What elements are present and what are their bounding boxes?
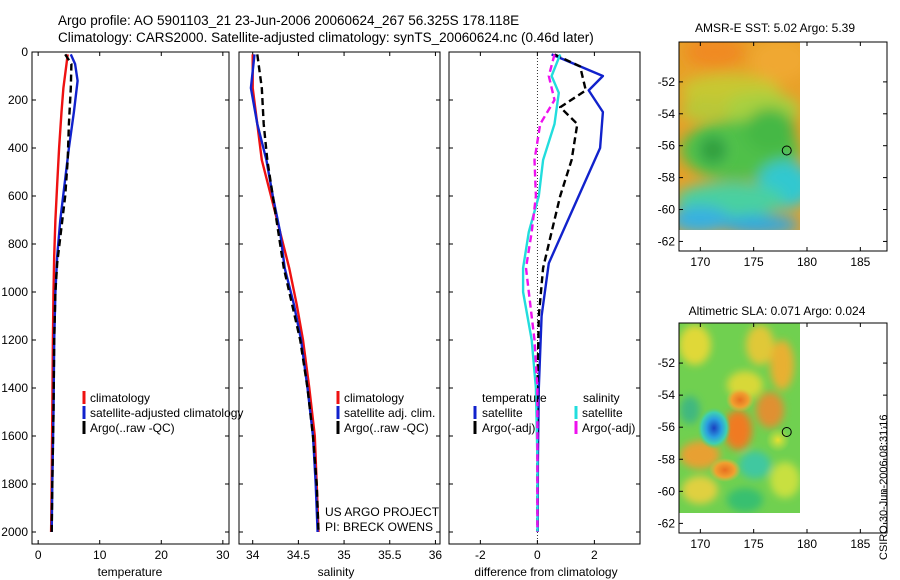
map-y-tick-label: -56 bbox=[658, 139, 676, 153]
temperature-axes-frame bbox=[31, 51, 230, 545]
project-annotation: US ARGO PROJECT bbox=[325, 505, 440, 519]
sla-field bbox=[679, 323, 800, 513]
y-tick-label: 2000 bbox=[1, 525, 28, 539]
figure-title-line1: Argo profile: AO 5901103_21 23-Jun-2006 … bbox=[58, 13, 520, 28]
y-tick-label: 0 bbox=[21, 45, 28, 59]
y-tick-label: 1600 bbox=[1, 429, 28, 443]
legend-label-temp-satellite: satellite bbox=[482, 406, 523, 420]
y-tick-label: 1000 bbox=[1, 285, 28, 299]
x-tick-label: 35 bbox=[337, 548, 351, 562]
legend-label-temp-argo: Argo(-adj) bbox=[482, 421, 535, 435]
figure-title-line2: Climatology: CARS2000. Satellite-adjuste… bbox=[58, 30, 594, 45]
legend-label-argo: Argo(..raw -QC) bbox=[344, 421, 429, 435]
legend-label-climatology: climatology bbox=[90, 391, 150, 405]
legend-header-salinity: salinity bbox=[583, 391, 620, 405]
map-x-tick-label: 180 bbox=[797, 255, 817, 269]
series-line-satellite bbox=[536, 53, 605, 533]
salinity-axes-frame bbox=[238, 51, 441, 545]
difference-series bbox=[521, 53, 605, 533]
legend-label-sat-adj: satellite-adjusted climatology bbox=[90, 406, 243, 420]
map-x-tick-label: 175 bbox=[744, 255, 764, 269]
difference-xlabel: difference from climatology bbox=[474, 565, 617, 579]
series-line-argo-raw-qc- bbox=[256, 54, 320, 533]
sst-field bbox=[679, 42, 800, 230]
map-x-tick-label: 170 bbox=[690, 255, 710, 269]
x-tick-label: 2 bbox=[591, 548, 598, 562]
map-x-tick-label: 185 bbox=[850, 255, 870, 269]
difference-panel: -2 0 2 difference from climatology tempera… bbox=[448, 51, 641, 579]
sla-ticks: 170 175 180 185 -52 -54 -56 -58 -60 -62 bbox=[658, 323, 887, 551]
sla-axes-frame bbox=[678, 322, 888, 534]
x-tick-label: 10 bbox=[93, 548, 107, 562]
legend-label-argo: Argo(..raw -QC) bbox=[90, 421, 175, 435]
x-tick-label: -2 bbox=[475, 548, 486, 562]
map-y-tick-label: -62 bbox=[658, 516, 676, 530]
x-tick-label: 34 bbox=[246, 548, 260, 562]
map-y-tick-label: -54 bbox=[658, 107, 676, 121]
temperature-ticks: 0 10 20 30 0 200 400 600 800 1000 1200 1400 1600 1800… bbox=[1, 45, 230, 562]
series-line-satellite-adjusted-climatology bbox=[50, 53, 79, 533]
sla-map-title: Altimetric SLA: 0.071 Argo: 0.024 bbox=[689, 304, 866, 318]
legend-header-temperature: temperature bbox=[482, 391, 547, 405]
legend-label-sal-argo: Argo(-adj) bbox=[582, 421, 635, 435]
series-line-argo-raw-qc- bbox=[50, 53, 73, 533]
difference-axes-frame bbox=[448, 51, 641, 545]
x-tick-label: 20 bbox=[155, 548, 169, 562]
difference-legend: temperature salinity satellite Argo(-adj… bbox=[473, 391, 635, 435]
x-tick-label: 36 bbox=[429, 548, 443, 562]
map-y-tick-label: -52 bbox=[658, 75, 676, 89]
map-x-tick-label: 185 bbox=[850, 537, 870, 551]
y-tick-label: 600 bbox=[8, 189, 28, 203]
legend-label-climatology: climatology bbox=[344, 391, 404, 405]
x-tick-label: 0 bbox=[35, 548, 42, 562]
map-y-tick-label: -60 bbox=[658, 203, 676, 217]
salinity-series bbox=[249, 54, 320, 533]
map-y-tick-label: -54 bbox=[658, 388, 676, 402]
map-y-tick-label: -58 bbox=[658, 452, 676, 466]
salinity-ticks: 34 34.5 35 35.5 36 bbox=[239, 51, 443, 562]
series-line-argo-adj- bbox=[524, 54, 556, 532]
map-y-tick-label: -52 bbox=[658, 356, 676, 370]
sst-map-title: AMSR-E SST: 5.02 Argo: 5.39 bbox=[695, 21, 855, 35]
legend-label-sal-satellite: satellite bbox=[582, 406, 623, 420]
sla-argo-position-marker bbox=[781, 427, 792, 438]
map-y-tick-label: -62 bbox=[658, 234, 676, 248]
y-tick-label: 1400 bbox=[1, 381, 28, 395]
sst-argo-position-marker bbox=[781, 145, 792, 156]
y-tick-label: 800 bbox=[8, 237, 28, 251]
sst-ticks: 170 175 180 185 -52 -54 -56 -58 -60 -62 bbox=[658, 42, 887, 269]
y-tick-label: 400 bbox=[8, 141, 28, 155]
x-tick-label: 0 bbox=[534, 548, 541, 562]
x-tick-label: 30 bbox=[216, 548, 230, 562]
temperature-series bbox=[49, 53, 79, 533]
map-y-tick-label: -58 bbox=[658, 171, 676, 185]
salinity-legend: climatology satellite adj. clim. Argo(..… bbox=[336, 391, 435, 435]
map-x-tick-label: 175 bbox=[744, 537, 764, 551]
series-line-climatology bbox=[251, 54, 320, 533]
y-tick-label: 1200 bbox=[1, 333, 28, 347]
salinity-panel: 34 34.5 35 35.5 36 salinity climatology sate… bbox=[238, 51, 443, 579]
series-line-satellite-adj-clim- bbox=[249, 54, 319, 533]
map-x-tick-label: 180 bbox=[797, 537, 817, 551]
x-tick-label: 35.5 bbox=[378, 548, 402, 562]
y-tick-label: 1800 bbox=[1, 477, 28, 491]
series-line-satellite bbox=[521, 53, 562, 532]
sla-map-panel: Altimetric SLA: 0.071 Argo: 0.024 bbox=[658, 304, 888, 551]
map-y-tick-label: -56 bbox=[658, 420, 676, 434]
map-y-tick-label: -60 bbox=[658, 484, 676, 498]
sst-map-panel: AMSR-E SST: 5.02 Argo: 5.39 170 175 180 185… bbox=[658, 21, 888, 269]
temperature-legend: climatology satellite-adjusted climatolo… bbox=[82, 391, 243, 435]
difference-ticks: -2 0 2 bbox=[449, 51, 640, 562]
x-tick-label: 34.5 bbox=[287, 548, 311, 562]
sst-axes-frame bbox=[678, 41, 888, 252]
temperature-xlabel: temperature bbox=[98, 565, 163, 579]
legend-label-sat-adj: satellite adj. clim. bbox=[344, 406, 435, 420]
y-tick-label: 200 bbox=[8, 93, 28, 107]
map-x-tick-label: 170 bbox=[690, 537, 710, 551]
salinity-xlabel: salinity bbox=[318, 565, 355, 579]
temperature-panel: 0 10 20 30 0 200 400 600 800 1000 1200 1400 1600 1800… bbox=[1, 45, 243, 579]
series-line-argo-adj- bbox=[536, 53, 587, 532]
pi-annotation: PI: BRECK OWENS bbox=[325, 520, 433, 534]
